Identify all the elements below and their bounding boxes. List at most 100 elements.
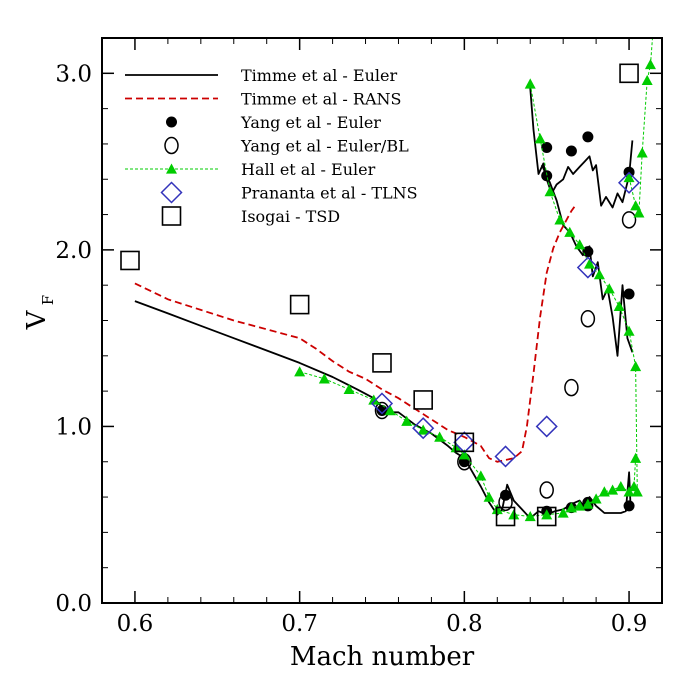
point-hall-et-al-euler [644,58,656,70]
point-prananta-et-al-tlns [412,417,435,440]
point-hall-et-al-euler [633,207,645,218]
point-hall-et-al-euler [534,133,546,144]
point-hall-et-al-euler [557,507,569,518]
point-hall-et-al-euler [582,498,594,509]
point-hall-et-al-euler [623,486,635,497]
point-hall-et-al-euler [630,360,642,372]
x-tick-label: 0.8 [446,611,483,637]
legend-item: Yang et al - Euler/BL [164,136,409,156]
point-isogai-tsd [495,506,516,527]
point-hall-et-al-euler [590,493,602,504]
line-hall-et-al-euler [628,38,653,214]
point-hall-et-al-euler [623,171,635,183]
y-tick-label: 0.0 [55,591,92,617]
legend-item: Hall et al - Euler [125,160,376,179]
legend-item: Isogai - TSD [161,206,340,226]
legend-marker [164,136,179,155]
point-hall-et-al-euler [544,186,556,197]
legend-marker [161,206,182,226]
point-yang-et-al-euler-bl [539,481,554,499]
legend-label: Prananta et al - TLNS [241,184,418,203]
svg-text:F: F [39,295,57,305]
point-hall-et-al-euler [475,470,487,481]
x-tick-label: 0.7 [281,611,318,637]
series-1 [134,203,578,463]
point-hall-et-al-euler [343,383,355,395]
series-6 [120,63,639,527]
point-hall-et-al-euler [623,325,635,336]
point-hall-et-al-euler [524,510,536,522]
y-axis-label: V F [22,295,57,331]
line-timme-et-al-rans [134,203,578,463]
legend-item: Yang et al - Euler [166,113,381,132]
point-hall-et-al-euler [565,502,577,513]
point-hall-et-al-euler [524,78,536,89]
svg-text:V: V [22,309,52,330]
series-3 [374,211,637,512]
point-isogai-tsd [454,432,475,453]
legend-item: Timme et al - RANS [125,90,401,109]
legend-label: Isogai - TSD [241,207,340,226]
point-hall-et-al-euler [294,366,306,377]
point-prananta-et-al-tlns [494,445,517,468]
point-yang-et-al-euler [541,170,553,182]
point-hall-et-al-euler [584,258,596,269]
point-yang-et-al-euler-bl [564,378,579,397]
point-hall-et-al-euler [318,373,330,384]
point-isogai-tsd [619,63,639,84]
point-hall-et-al-euler [613,300,625,312]
axes: 0.6 0.7 0.8 0.9 0.0 1.0 2.0 3.0 [55,37,663,637]
x-axis-label: Mach number [290,642,475,672]
point-hall-et-al-euler [458,449,470,460]
point-yang-et-al-euler [623,288,635,300]
point-hall-et-al-euler [574,239,586,250]
point-hall-et-al-euler [401,415,413,426]
point-hall-et-al-euler [630,200,642,211]
y-tick-label: 2.0 [55,238,92,264]
legend-label: Timme et al - RANS [241,90,401,109]
point-hall-et-al-euler [564,226,576,237]
point-yang-et-al-euler [500,489,512,501]
point-hall-et-al-euler [554,214,566,225]
legend: Timme et al - Euler Timme et al - RANS Yan… [125,66,418,226]
legend-item: Prananta et al - TLNS [160,181,418,204]
point-prananta-et-al-tlns [617,171,641,194]
legend-marker [166,163,177,174]
point-hall-et-al-euler [483,491,495,502]
point-yang-et-al-euler [541,141,553,153]
point-yang-et-al-euler-bl [621,211,637,229]
legend-marker [160,181,183,204]
point-isogai-tsd [289,294,310,315]
point-prananta-et-al-tlns [576,256,599,279]
x-tick-label: 0.9 [611,611,648,637]
y-tick-label: 3.0 [55,61,92,87]
point-hall-et-al-euler [593,269,605,280]
point-prananta-et-al-tlns [535,415,558,438]
point-yang-et-al-euler [565,145,577,157]
series-layer [120,38,656,527]
point-hall-et-al-euler [631,486,643,497]
point-yang-et-al-euler [623,500,635,512]
point-isogai-tsd [120,250,140,271]
legend-marker [166,116,177,128]
x-tick-label: 0.6 [117,611,154,637]
legend-label: Yang et al - Euler/BL [240,137,409,156]
point-hall-et-al-euler [368,394,380,405]
legend-label: Hall et al - Euler [241,160,376,179]
point-isogai-tsd [536,506,557,527]
point-hall-et-al-euler [630,452,642,463]
legend-item: Timme et al - Euler [125,66,397,85]
point-hall-et-al-euler [641,74,653,86]
point-hall-et-al-euler [603,283,615,294]
point-prananta-et-al-tlns [453,431,476,454]
point-isogai-tsd [413,390,433,410]
point-prananta-et-al-tlns [370,392,394,415]
point-hall-et-al-euler [574,500,586,511]
point-hall-et-al-euler [636,147,648,158]
point-hall-et-al-euler [434,431,446,442]
point-yang-et-al-euler-bl [580,309,596,328]
point-hall-et-al-euler [541,509,553,520]
legend-label: Yang et al - Euler [240,113,381,132]
point-hall-et-al-euler [417,424,429,435]
